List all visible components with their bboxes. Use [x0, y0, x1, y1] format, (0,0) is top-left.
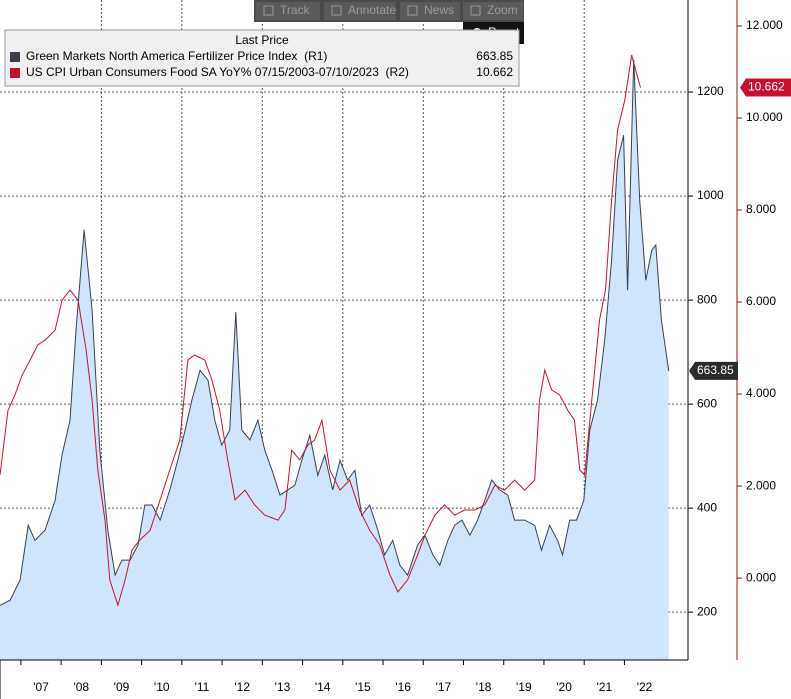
y2-tick-label: 4.000: [746, 386, 776, 400]
toolbar-button-label[interactable]: News: [424, 3, 454, 17]
toolbar-icon: [331, 5, 342, 16]
x-tick-label: '07: [33, 680, 49, 694]
last-value-flag: [689, 361, 738, 380]
ui: Reset Last Price Green Markets North Ame…: [4, 0, 524, 87]
plot: [0, 54, 670, 661]
legend-value: 663.85: [476, 49, 513, 63]
toolbar-button[interactable]: [324, 2, 396, 20]
x-tick-label: '10: [154, 680, 170, 694]
y2-tick-label: 8.000: [746, 202, 776, 216]
y-tick-label: 400: [697, 500, 717, 514]
x-tick-label: '11: [195, 680, 210, 694]
y2-tick-label: 12.000: [746, 18, 783, 32]
y2-tick-label: 10.000: [746, 110, 783, 124]
last-value-label: 663.85: [697, 363, 734, 377]
x-tick-label: '20: [556, 680, 572, 694]
x-tick-label: '14: [315, 680, 331, 694]
y-tick-label: 200: [697, 604, 717, 618]
legend: [4, 29, 520, 87]
x-tick-label: '12: [234, 680, 250, 694]
x-tick-label: '09: [114, 680, 130, 694]
last-value-flag: [740, 78, 791, 97]
legend-swatch: [10, 68, 20, 78]
area-fill: [0, 59, 669, 661]
legend-swatch: [10, 52, 20, 62]
x-tick-label: '19: [516, 680, 532, 694]
line: [0, 54, 641, 607]
x-tick-label: '15: [355, 680, 371, 694]
toolbar-button-label[interactable]: Zoom: [487, 3, 518, 17]
x-tick-label: '18: [476, 680, 492, 694]
y2-tick-label: 6.000: [746, 294, 776, 308]
x-tick-label: '08: [73, 680, 89, 694]
x-tick-label: '22: [637, 680, 653, 694]
toolbar-icon: [407, 5, 418, 16]
toolbar-button-label[interactable]: Annotate: [348, 3, 396, 17]
y2-tick-label: 2.000: [746, 478, 776, 492]
y-tick-label: 1000: [697, 188, 724, 202]
legend-title: Last Price: [235, 33, 289, 47]
legend-value: 10.662: [476, 65, 513, 79]
legend-label: Green Markets North America Fertilizer P…: [26, 49, 327, 63]
x-tick-label: '21: [596, 680, 612, 694]
legend-label: US CPI Urban Consumers Food SA YoY% 07/1…: [26, 65, 409, 79]
area-line: [0, 59, 670, 606]
y-tick-label: 600: [697, 396, 717, 410]
y-tick-label: 1200: [697, 84, 724, 98]
toolbar-button-label[interactable]: Track: [280, 3, 311, 17]
y-tick-label: 800: [697, 292, 717, 306]
toolbar-icon: [263, 5, 274, 16]
x-tick-label: '16: [395, 680, 411, 694]
x-tick-label: '13: [275, 680, 291, 694]
x-tick-label: '17: [436, 680, 452, 694]
y2-tick-label: 0.000: [746, 570, 776, 584]
toolbar-icon: [470, 5, 481, 16]
last-value-label: 10.662: [748, 80, 785, 94]
